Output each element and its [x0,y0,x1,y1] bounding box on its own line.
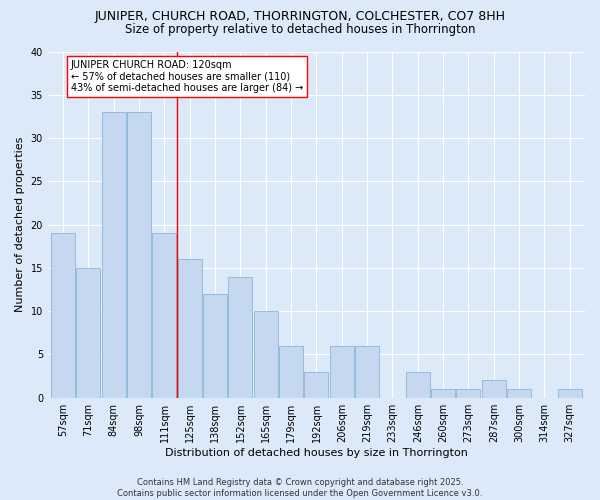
Bar [482,380,506,398]
Bar [203,294,227,398]
Bar [102,112,126,398]
Bar [254,311,278,398]
Bar [355,346,379,398]
Bar [406,372,430,398]
Text: JUNIPER, CHURCH ROAD, THORRINGTON, COLCHESTER, CO7 8HH: JUNIPER, CHURCH ROAD, THORRINGTON, COLCH… [95,10,505,23]
Bar [127,112,151,398]
Text: Size of property relative to detached houses in Thorrington: Size of property relative to detached ho… [125,22,475,36]
X-axis label: Distribution of detached houses by size in Thorrington: Distribution of detached houses by size … [165,448,468,458]
Bar [76,268,100,398]
Bar [457,389,481,398]
Text: Contains HM Land Registry data © Crown copyright and database right 2025.
Contai: Contains HM Land Registry data © Crown c… [118,478,482,498]
Bar [51,234,75,398]
Bar [152,234,176,398]
Text: JUNIPER CHURCH ROAD: 120sqm
← 57% of detached houses are smaller (110)
43% of se: JUNIPER CHURCH ROAD: 120sqm ← 57% of det… [71,60,303,94]
Bar [229,276,253,398]
Bar [558,389,582,398]
Y-axis label: Number of detached properties: Number of detached properties [15,137,25,312]
Bar [178,259,202,398]
Bar [330,346,354,398]
Bar [279,346,303,398]
Bar [431,389,455,398]
Bar [304,372,328,398]
Bar [507,389,531,398]
